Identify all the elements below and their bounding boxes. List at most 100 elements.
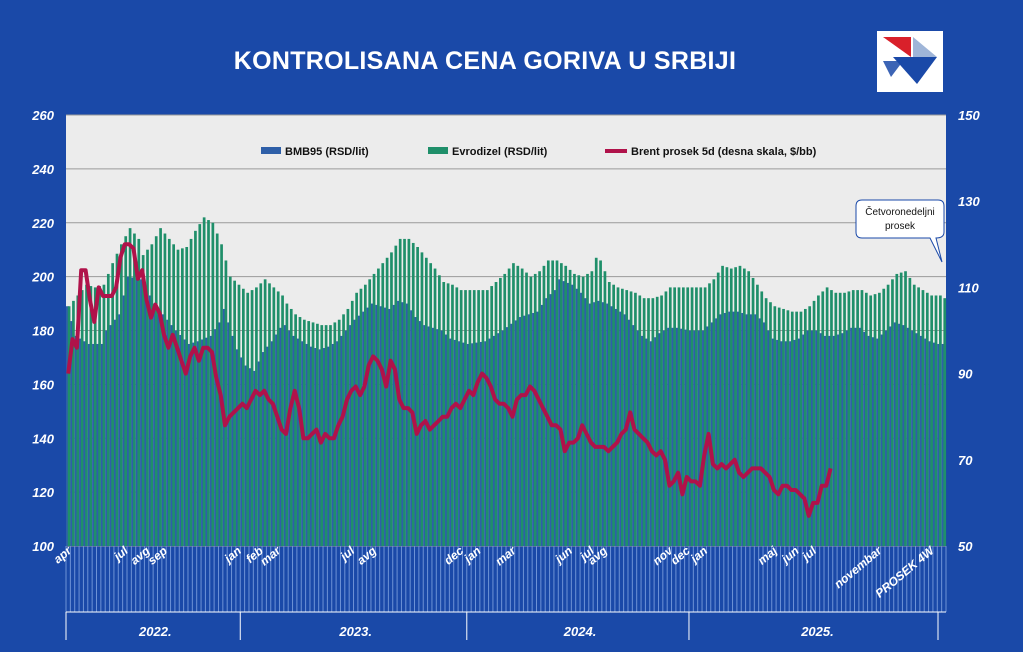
evrodizel-bar bbox=[834, 292, 838, 546]
evrodizel-bar bbox=[424, 257, 428, 546]
bmb95-bar bbox=[815, 330, 819, 546]
bmb95-bar bbox=[227, 322, 230, 546]
bmb95-bar bbox=[845, 330, 849, 546]
evrodizel-bar bbox=[912, 284, 916, 546]
legend-swatch bbox=[261, 147, 281, 154]
bmb95-bar bbox=[79, 338, 82, 546]
bmb95-bar bbox=[327, 346, 331, 546]
bmb95-bar bbox=[423, 325, 426, 546]
evrodizel-bar bbox=[607, 282, 611, 546]
bmb95-bar bbox=[680, 328, 683, 546]
evrodizel-bar bbox=[503, 273, 507, 546]
evrodizel-bar bbox=[838, 292, 842, 546]
evrodizel-bar bbox=[830, 290, 833, 546]
evrodizel-bar bbox=[372, 273, 376, 546]
evrodizel-bar bbox=[246, 292, 250, 546]
page-title: KONTROLISANA CENA GORIVA U SRBIJI bbox=[233, 47, 737, 75]
bmb95-bar bbox=[506, 327, 509, 546]
bmb95-bar bbox=[519, 317, 522, 546]
evrodizel-bar bbox=[455, 287, 459, 546]
evrodizel-bar bbox=[102, 284, 106, 546]
evrodizel-bar bbox=[581, 276, 585, 546]
bmb95-bar bbox=[932, 342, 936, 546]
bmb95-bar bbox=[771, 338, 775, 546]
evrodizel-bar bbox=[555, 260, 559, 546]
bmb95-bar bbox=[754, 314, 758, 546]
bmb95-bar bbox=[462, 342, 466, 546]
bmb95-bar bbox=[388, 308, 392, 546]
evrodizel-bar bbox=[520, 268, 524, 546]
evrodizel-bar bbox=[385, 257, 389, 546]
left-tick-label: 220 bbox=[31, 216, 54, 231]
evrodizel-bar bbox=[590, 271, 594, 546]
bmb95-bar bbox=[658, 333, 662, 546]
bmb95-bar bbox=[231, 335, 235, 546]
evrodizel-bar bbox=[477, 290, 480, 546]
evrodizel-bar bbox=[85, 284, 88, 546]
evrodizel-bar bbox=[189, 238, 193, 546]
bmb95-bar bbox=[370, 303, 374, 546]
evrodizel-bar bbox=[742, 268, 746, 546]
bmb95-bar bbox=[209, 335, 213, 546]
evrodizel-bar bbox=[886, 284, 890, 546]
evrodizel-bar bbox=[873, 294, 877, 546]
evrodizel-bar bbox=[725, 267, 729, 546]
evrodizel-bar bbox=[673, 287, 676, 546]
evrodizel-bar bbox=[146, 249, 149, 546]
evrodizel-bar bbox=[568, 269, 572, 546]
evrodizel-bar bbox=[207, 220, 210, 546]
left-tick-label: 140 bbox=[32, 431, 54, 446]
evrodizel-bar bbox=[577, 275, 581, 546]
legend-swatch bbox=[428, 147, 448, 154]
evrodizel-bar bbox=[642, 298, 646, 546]
bmb95-bar bbox=[641, 335, 644, 546]
evrodizel-bar bbox=[93, 287, 97, 546]
evrodizel-bar bbox=[899, 272, 903, 546]
bmb95-bar bbox=[697, 330, 701, 546]
bmb95-bar bbox=[662, 330, 666, 546]
bmb95-bar bbox=[296, 338, 300, 546]
evrodizel-bar bbox=[359, 288, 363, 546]
evrodizel-bar bbox=[272, 287, 276, 546]
evrodizel-bar bbox=[368, 279, 372, 546]
year-label: 2025. bbox=[800, 624, 834, 639]
brent-line bbox=[66, 242, 833, 518]
bmb95-bar bbox=[288, 330, 291, 546]
evrodizel-bar bbox=[682, 287, 685, 546]
evrodizel-bar bbox=[198, 224, 202, 547]
bmb95-bar bbox=[540, 304, 544, 546]
bmb95-bar bbox=[632, 325, 636, 546]
evrodizel-bar bbox=[729, 268, 733, 546]
evrodizel-bar bbox=[438, 275, 441, 546]
evrodizel-bar bbox=[908, 277, 912, 546]
evrodizel-bar bbox=[411, 242, 415, 546]
evrodizel-bar bbox=[224, 260, 228, 546]
bmb95-bar bbox=[776, 339, 779, 546]
bmb95-bar bbox=[366, 307, 370, 546]
evrodizel-bar bbox=[660, 295, 663, 546]
bmb95-bar bbox=[275, 334, 278, 546]
bmb95-bar bbox=[636, 330, 640, 546]
bmb95-bar bbox=[649, 341, 653, 546]
callout-box bbox=[855, 199, 945, 263]
evrodizel-bar bbox=[381, 263, 385, 546]
evrodizel-bar bbox=[756, 284, 759, 546]
evrodizel-bar bbox=[176, 249, 180, 546]
bar-series bbox=[66, 217, 947, 547]
bmb95-bar bbox=[580, 292, 583, 546]
evrodizel-bar bbox=[843, 292, 846, 546]
legend-label: Evrodizel (RSD/lit) bbox=[452, 146, 548, 158]
bmb95-bar bbox=[418, 321, 422, 546]
bmb95-bar bbox=[270, 341, 274, 546]
evrodizel-bar bbox=[490, 286, 494, 546]
evrodizel-bar bbox=[268, 283, 271, 546]
evrodizel-bar bbox=[355, 292, 358, 546]
bmb95-bar bbox=[627, 319, 631, 546]
bmb95-bar bbox=[405, 303, 409, 546]
evrodizel-bar bbox=[228, 276, 232, 546]
bmb95-bar bbox=[924, 338, 927, 546]
evrodizel-bar bbox=[464, 290, 467, 546]
evrodizel-bar bbox=[242, 288, 245, 546]
bmb95-bar bbox=[536, 311, 540, 546]
bmb95-bar bbox=[588, 303, 592, 546]
